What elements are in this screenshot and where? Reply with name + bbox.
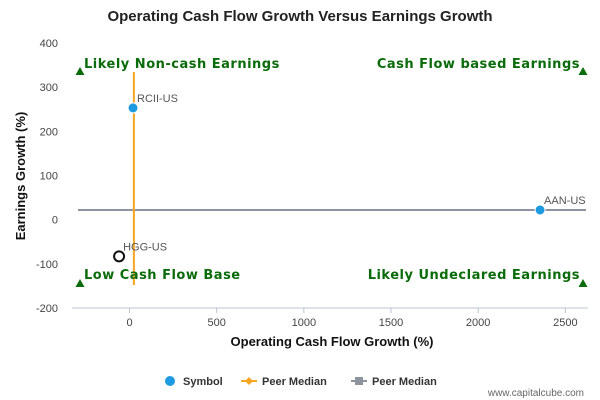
y-axis-title: Earnings Growth (%) [13, 112, 28, 241]
quadrant-label-bottom-left: Low Cash Flow Base [84, 268, 241, 283]
legend-label: Peer Median [262, 376, 327, 388]
quadrant-marker-bottom-right [578, 279, 588, 287]
x-tick-label: 500 [208, 317, 226, 329]
quadrant-label-top-left: Likely Non-cash Earnings [84, 57, 280, 72]
data-point [534, 204, 546, 216]
y-tick-label: 300 [40, 82, 58, 94]
legend-square-marker [355, 377, 363, 385]
chart-title: Operating Cash Flow Growth Versus Earnin… [107, 8, 492, 25]
y-tick-label: 100 [40, 171, 58, 183]
data-point-label: HGG-US [123, 241, 167, 253]
quadrant-marker-bottom-left [75, 279, 85, 287]
legend-label: Peer Median [372, 376, 437, 388]
y-tick-label: 0 [52, 215, 58, 227]
credit-text: www.capitalcube.com [487, 388, 584, 399]
y-tick-label: 200 [40, 126, 58, 138]
data-point [113, 250, 126, 263]
legend: Symbol Peer Median Peer Median [165, 376, 437, 388]
data-point [127, 102, 139, 114]
x-tick-label: 1000 [292, 317, 316, 329]
legend-diamond-marker [245, 377, 253, 385]
x-tick-label: 0 [126, 317, 132, 329]
quadrant-marker-top-left [75, 67, 85, 75]
legend-symbol-marker [165, 376, 175, 386]
quadrant-marker-top-right [578, 67, 588, 75]
quadrant-label-top-right: Cash Flow based Earnings [377, 57, 580, 72]
y-tick-label: -100 [36, 259, 58, 271]
data-point-label: RCII-US [137, 93, 178, 105]
x-tick-label: 2500 [553, 317, 577, 329]
y-tick-label: -200 [36, 303, 58, 315]
x-axis-title: Operating Cash Flow Growth (%) [231, 334, 434, 349]
plot-area: 0 500 1000 1500 2000 2500 -200 -100 0 100 200 300 40… [36, 38, 588, 329]
legend-label: Symbol [183, 376, 223, 388]
y-tick-label: 400 [40, 38, 58, 50]
data-point-label: AAN-US [544, 195, 586, 207]
quadrant-label-bottom-right: Likely Undeclared Earnings [368, 268, 580, 283]
x-tick-label: 1500 [379, 317, 403, 329]
x-tick-label: 2000 [466, 317, 490, 329]
